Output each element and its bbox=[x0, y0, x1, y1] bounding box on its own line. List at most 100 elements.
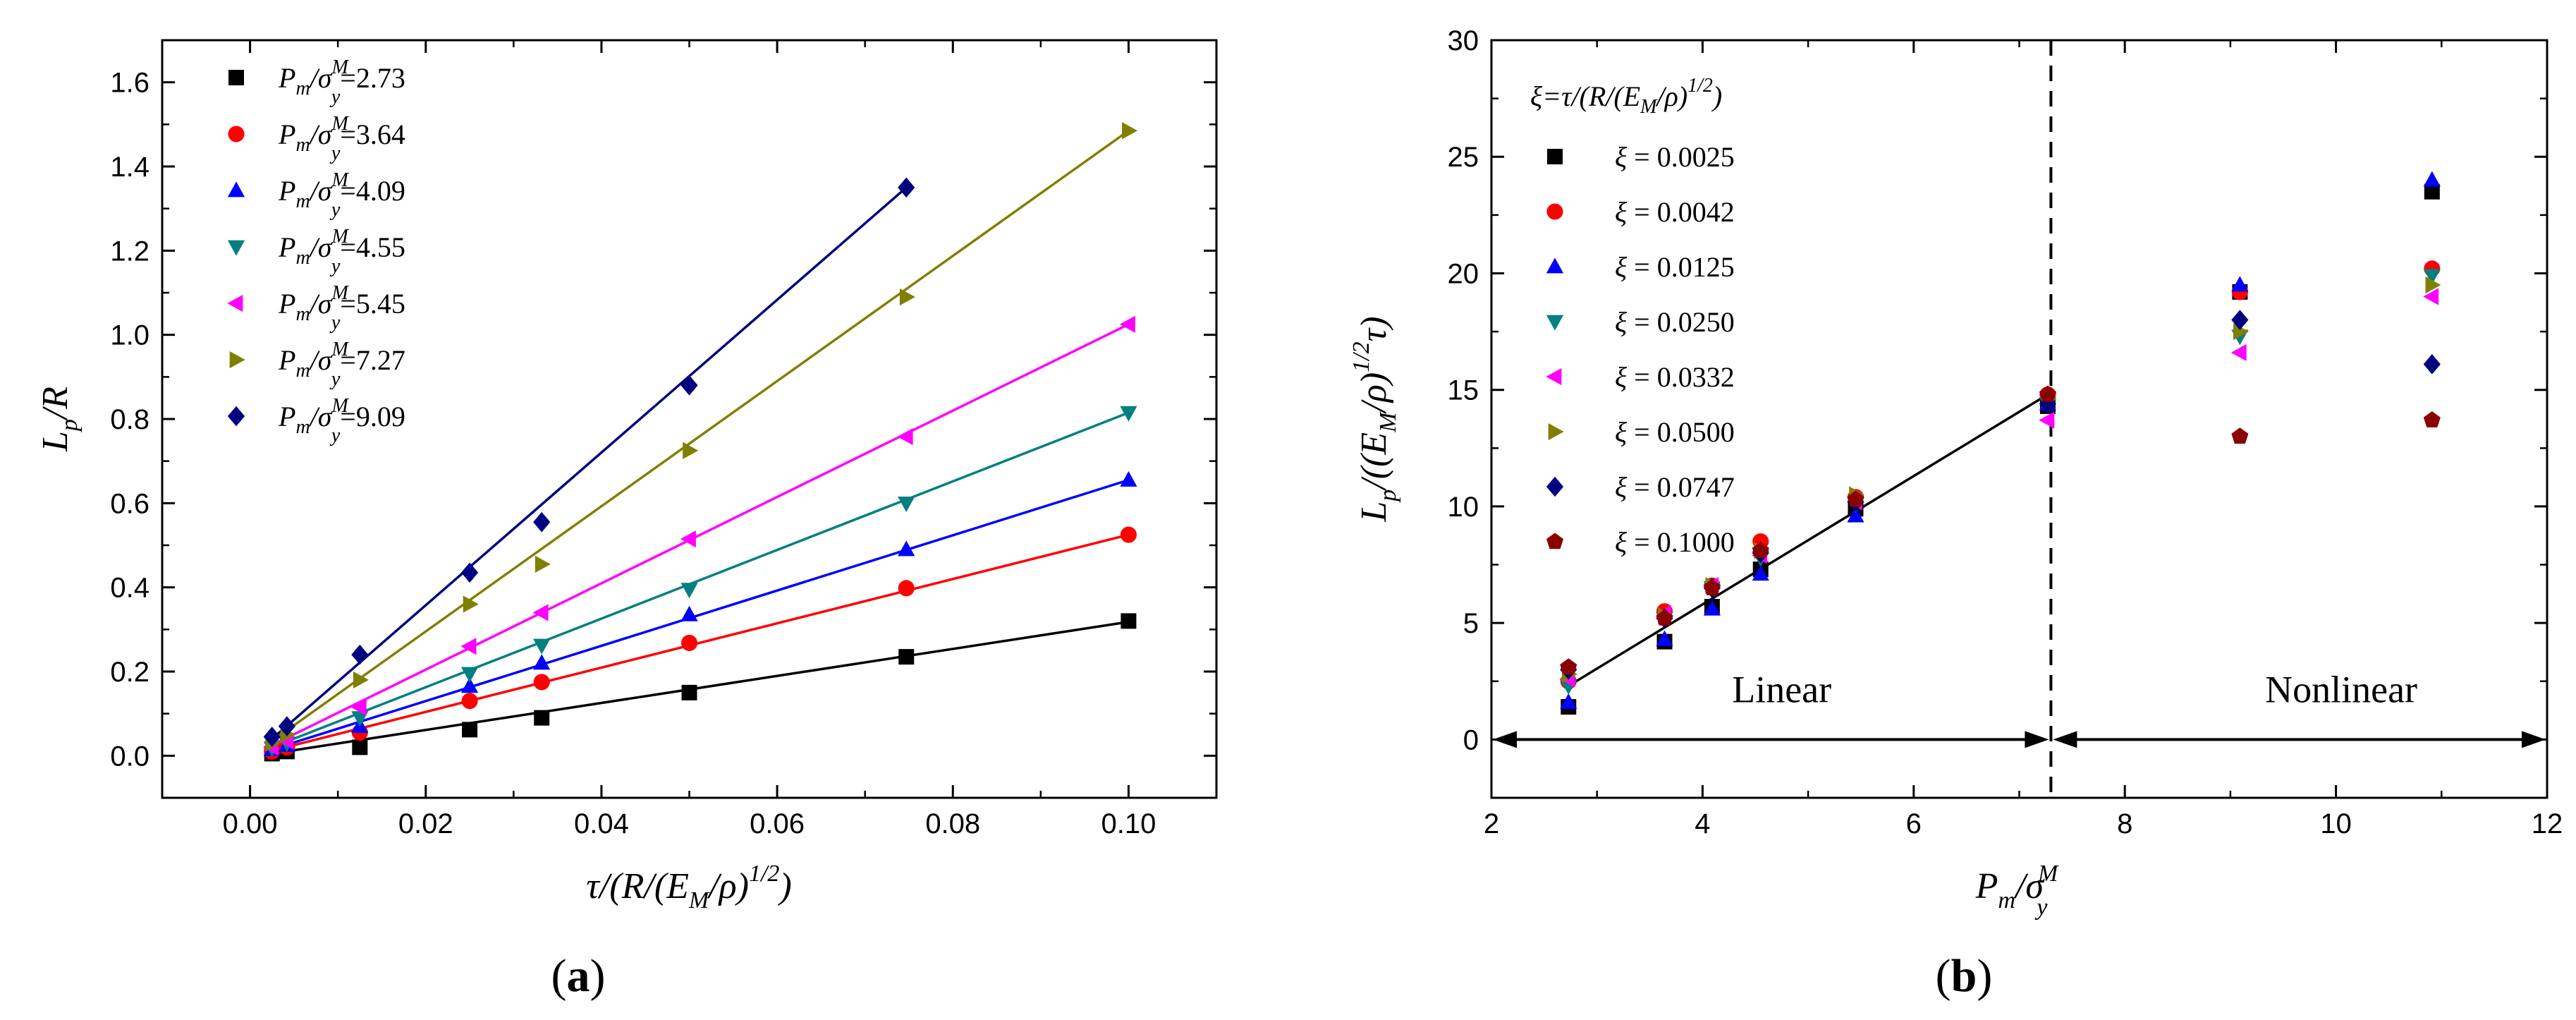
fit-line bbox=[271, 411, 1130, 749]
data-point bbox=[1703, 600, 1721, 616]
panel-b: 2 4 6 8 10 12 0 5 10 15 20 25 30 Linear Nonlinear ξ=τ… bbox=[1348, 25, 2563, 1002]
legend-entry: Pm/σM y=9.09 bbox=[278, 395, 405, 447]
data-point bbox=[1120, 470, 1137, 487]
data-point bbox=[2231, 276, 2249, 292]
data-point bbox=[2425, 276, 2441, 294]
panel-b-x-tick-label: 2 bbox=[1484, 808, 1499, 839]
legend-entry: ξ = 0.1000 bbox=[1615, 526, 1735, 558]
panel-b-y-tick-label: 10 bbox=[1448, 492, 1479, 523]
fit-line bbox=[271, 620, 1129, 755]
panel-b-x-tick-label: 6 bbox=[1906, 808, 1922, 839]
legend-marker bbox=[1546, 315, 1564, 331]
panel-b-ticks: 2 4 6 8 10 12 0 5 10 15 20 25 30 bbox=[1448, 25, 2563, 839]
panel-a-label: (a) bbox=[551, 950, 606, 1002]
panel-a-y-tick-label: 1.6 bbox=[110, 68, 149, 99]
data-point bbox=[680, 634, 698, 651]
legend-marker bbox=[229, 351, 245, 369]
fit-line bbox=[271, 129, 1130, 742]
legend-entry: Pm/σM y=5.45 bbox=[278, 282, 405, 334]
panel-a-y-tick-label: 0.8 bbox=[110, 404, 149, 435]
panel-a-y-tick-label: 1.0 bbox=[110, 320, 149, 351]
arrow-head bbox=[1493, 731, 1517, 748]
legend-marker bbox=[1546, 368, 1562, 386]
panel-a-x-tick-label: 0.06 bbox=[750, 808, 805, 839]
data-point bbox=[1120, 526, 1137, 543]
data-point bbox=[533, 638, 551, 655]
panel-a-x-axis-label: τ/(R/(EM/ρ)1/2) bbox=[586, 861, 792, 913]
data-point bbox=[898, 540, 915, 557]
panel-b-y-tick-label: 15 bbox=[1448, 375, 1479, 406]
legend-marker bbox=[228, 70, 244, 85]
arrow-head bbox=[2053, 731, 2077, 748]
data-point bbox=[350, 698, 367, 716]
data-point bbox=[683, 442, 699, 459]
data-point bbox=[680, 530, 696, 548]
data-point bbox=[2231, 310, 2249, 330]
svg-text:Pm/σMy: Pm/σM y bbox=[1975, 861, 2059, 921]
fit-line bbox=[271, 186, 908, 740]
legend-entry: ξ = 0.0125 bbox=[1615, 251, 1735, 283]
data-point bbox=[1656, 609, 1673, 626]
legend-title: ξ=τ/(R/(EM/ρ)1/2) bbox=[1530, 75, 1722, 118]
data-point bbox=[2423, 269, 2441, 285]
legend-entry: Pm/σM y=2.73 bbox=[278, 56, 405, 108]
data-point bbox=[2423, 171, 2441, 187]
data-point bbox=[2230, 344, 2247, 361]
panel-a-y-tick-label: 0.2 bbox=[110, 657, 149, 688]
panel-b-x-tick-label: 12 bbox=[2532, 808, 2563, 839]
data-point bbox=[680, 583, 698, 599]
data-point bbox=[1703, 578, 1721, 595]
panel-a-y-tick-label: 1.4 bbox=[110, 152, 149, 183]
data-point bbox=[898, 496, 915, 512]
legend-marker bbox=[227, 294, 243, 312]
svg-text:Lp/((EM/ρ)1/2τ): Lp/((EM/ρ)1/2τ) bbox=[1348, 316, 1401, 522]
data-point bbox=[1847, 490, 1864, 507]
data-point bbox=[2424, 183, 2440, 200]
data-point bbox=[460, 667, 479, 683]
panel-b-x-tick-label: 10 bbox=[2320, 808, 2352, 839]
legend-marker bbox=[227, 240, 245, 256]
panel-b-y-tick-label: 20 bbox=[1448, 258, 1479, 289]
legend-entry: Pm/σM y=3.64 bbox=[278, 113, 405, 164]
panel-b-x-axis-label: Pm/σM y bbox=[1975, 861, 2059, 921]
panel-a-x-tick-label: 0.02 bbox=[398, 808, 453, 839]
data-point bbox=[460, 677, 479, 693]
svg-text:Lp/R: Lp/R bbox=[35, 387, 83, 452]
region-label: Linear bbox=[1732, 669, 1831, 711]
legend-marker bbox=[1546, 476, 1564, 497]
data-point bbox=[898, 649, 915, 665]
data-point bbox=[2423, 354, 2441, 375]
legend-marker bbox=[1546, 533, 1564, 550]
data-point bbox=[681, 684, 697, 700]
legend-entry: ξ = 0.0250 bbox=[1615, 306, 1735, 338]
data-point bbox=[533, 674, 550, 691]
panel-a-y-tick-label: 0.0 bbox=[110, 741, 149, 772]
data-point bbox=[351, 711, 369, 727]
data-point bbox=[462, 722, 478, 738]
arrow-head bbox=[2522, 731, 2546, 748]
legend-entry: ξ = 0.0025 bbox=[1615, 141, 1735, 173]
data-point bbox=[899, 288, 915, 306]
panel-a-x-tick-label: 0.00 bbox=[223, 808, 278, 839]
data-point bbox=[1656, 630, 1673, 646]
fit-line bbox=[271, 533, 1129, 752]
panel-b-x-tick-label: 8 bbox=[2117, 808, 2132, 839]
data-point bbox=[1752, 565, 1769, 581]
panel-a-x-tick-label: 0.10 bbox=[1101, 808, 1156, 839]
legend-marker bbox=[227, 181, 245, 198]
panel-b-y-axis-label: Lp/((EM/ρ)1/2τ) bbox=[1348, 316, 1401, 522]
fit-line bbox=[1568, 393, 2049, 687]
data-point bbox=[460, 638, 477, 655]
data-point bbox=[680, 375, 698, 396]
fit-line bbox=[271, 478, 1129, 751]
data-point bbox=[1560, 658, 1577, 675]
data-point bbox=[352, 739, 368, 755]
data-point bbox=[2039, 394, 2057, 414]
data-point bbox=[1119, 315, 1135, 333]
panel-b-points bbox=[1559, 171, 2441, 715]
data-point bbox=[2423, 288, 2439, 305]
data-point bbox=[898, 177, 915, 198]
panel-b-annotations: Linear Nonlinear bbox=[1493, 40, 2546, 798]
